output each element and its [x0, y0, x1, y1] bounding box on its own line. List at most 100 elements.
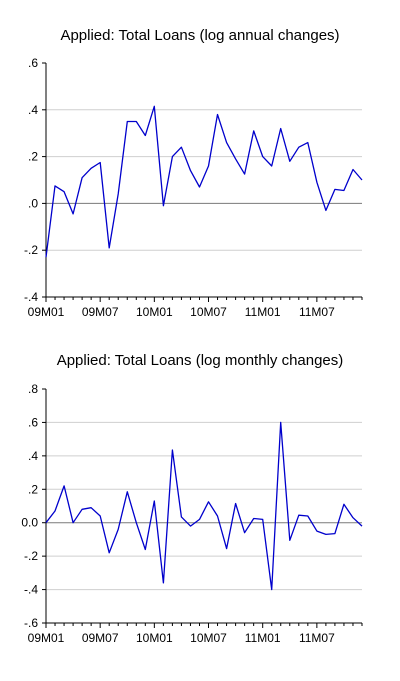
- data-point: [54, 510, 57, 513]
- series-line: [45, 421, 363, 591]
- data-point: [252, 517, 255, 520]
- chart-1-title: Applied: Total Loans (log annual changes…: [60, 27, 340, 44]
- data-point: [126, 490, 129, 493]
- data-point: [99, 515, 102, 518]
- x-tick-label: 09M01: [28, 631, 65, 645]
- data-point: [361, 179, 364, 182]
- x-tick-label: 11M01: [245, 631, 281, 645]
- data-point: [333, 188, 336, 191]
- data-point: [180, 515, 183, 518]
- data-point: [126, 120, 129, 123]
- data-point: [252, 129, 255, 132]
- data-point: [81, 508, 84, 511]
- y-tick-label: -.6: [24, 616, 38, 630]
- data-point: [135, 521, 138, 524]
- data-point: [234, 157, 237, 160]
- y-tick-label: .4: [28, 449, 38, 463]
- y-tick-label: .4: [28, 103, 38, 117]
- data-point: [171, 449, 174, 452]
- y-tick-label: -.4: [24, 583, 38, 597]
- x-tick-label: 10M01: [136, 305, 173, 319]
- data-point: [99, 161, 102, 164]
- y-tick-label: .6: [28, 56, 38, 70]
- series-line: [45, 105, 363, 258]
- data-point: [63, 190, 66, 193]
- data-point: [117, 528, 120, 531]
- x-tick-label: 11M07: [299, 631, 335, 645]
- data-point: [117, 193, 120, 196]
- data-point: [243, 531, 246, 534]
- data-point: [306, 515, 309, 518]
- x-tick-label: 11M01: [245, 305, 281, 319]
- data-point: [361, 525, 364, 528]
- data-point: [315, 181, 318, 184]
- y-tick-label: -.2: [24, 243, 38, 257]
- data-point: [81, 176, 84, 179]
- data-point: [351, 516, 354, 519]
- data-point: [171, 155, 174, 158]
- data-point: [144, 548, 147, 551]
- data-point: [207, 500, 210, 503]
- data-point: [225, 141, 228, 144]
- data-point: [153, 499, 156, 502]
- x-tick-label: 09M07: [82, 305, 119, 319]
- data-point: [342, 189, 345, 192]
- x-tick-label: 10M01: [136, 631, 173, 645]
- y-tick-label: .0: [28, 196, 38, 210]
- data-point: [270, 164, 273, 167]
- data-point: [279, 421, 282, 424]
- data-point: [324, 533, 327, 536]
- x-tick-label: 09M01: [28, 305, 65, 319]
- data-point: [306, 141, 309, 144]
- x-tick-label: 10M07: [190, 631, 227, 645]
- x-tick-label: 09M07: [82, 631, 119, 645]
- data-point: [90, 167, 93, 170]
- y-tick-label: .8: [28, 382, 38, 396]
- data-point: [135, 120, 138, 123]
- data-point: [270, 588, 273, 591]
- y-tick-label: 0.0: [21, 516, 38, 530]
- data-point: [72, 521, 75, 524]
- y-tick-label: .2: [28, 150, 38, 164]
- data-point: [351, 168, 354, 171]
- data-point: [45, 256, 48, 259]
- data-point: [162, 204, 165, 207]
- data-point: [54, 184, 57, 187]
- data-point: [225, 547, 228, 550]
- data-point: [216, 515, 219, 518]
- data-point: [315, 530, 318, 533]
- data-point: [153, 105, 156, 108]
- data-point: [198, 186, 201, 189]
- data-point: [63, 484, 66, 487]
- data-point: [297, 146, 300, 149]
- data-point: [108, 246, 111, 249]
- x-tick-label: 10M07: [190, 305, 227, 319]
- data-point: [261, 155, 264, 158]
- data-point: [207, 164, 210, 167]
- data-point: [243, 173, 246, 176]
- data-point: [108, 551, 111, 554]
- chart-2-title: Applied: Total Loans (log monthly change…: [56, 352, 344, 369]
- data-point: [297, 514, 300, 517]
- data-point: [180, 146, 183, 149]
- data-point: [144, 134, 147, 137]
- data-point: [216, 113, 219, 116]
- data-point: [279, 127, 282, 130]
- data-point: [288, 160, 291, 163]
- data-point: [90, 506, 93, 509]
- data-point: [342, 503, 345, 506]
- data-point: [288, 539, 291, 542]
- y-tick-label: -.2: [24, 549, 38, 563]
- data-point: [189, 525, 192, 528]
- data-point: [72, 212, 75, 215]
- data-point: [45, 521, 48, 524]
- data-point: [234, 502, 237, 505]
- data-point: [189, 169, 192, 172]
- y-tick-label: .2: [28, 482, 38, 496]
- data-point: [333, 532, 336, 535]
- data-point: [261, 518, 264, 521]
- data-point: [198, 518, 201, 521]
- y-tick-label: .6: [28, 415, 38, 429]
- x-tick-label: 11M07: [299, 305, 335, 319]
